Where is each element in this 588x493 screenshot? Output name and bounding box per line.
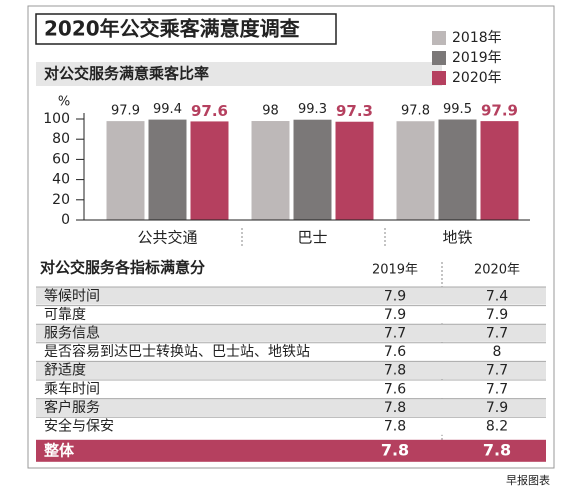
cell: 7.9 — [384, 288, 406, 304]
row-label: 服务信息 — [44, 325, 100, 342]
y-tick-label: 40 — [52, 172, 70, 188]
row-band — [36, 398, 546, 417]
cell: 8.2 — [486, 419, 508, 435]
x-tick-label: 地铁 — [442, 229, 472, 247]
cell: 7.8 — [384, 419, 406, 435]
cell: 7.9 — [486, 307, 508, 323]
total-cell: 7.8 — [381, 440, 409, 459]
cell: 7.7 — [486, 381, 508, 397]
row-label: 乘车时间 — [44, 380, 100, 397]
footer: 早报图表 — [506, 473, 550, 487]
value-label: 98 — [262, 104, 279, 119]
row-label: 等候时间 — [44, 287, 100, 304]
cell: 7.6 — [384, 344, 406, 360]
cell: 7.8 — [384, 400, 406, 416]
chart-title: 对公交服务满意乘客比率 — [44, 65, 209, 83]
value-label: 97.3 — [336, 102, 373, 120]
bar — [251, 121, 290, 220]
row-band — [36, 342, 546, 361]
legend-swatch — [432, 71, 446, 85]
row-band — [36, 324, 546, 342]
row-label: 是否容易到达巴士转换站、巴士站、地铁站 — [44, 343, 310, 360]
x-tick-label: 巴士 — [297, 229, 327, 247]
cell: 7.4 — [486, 288, 508, 304]
cell: 7.7 — [486, 363, 508, 379]
y-axis-label: % — [58, 95, 70, 110]
row-label: 舒适度 — [44, 363, 86, 379]
column-header: 2019年 — [372, 263, 418, 278]
table-title: 对公交服务各指标满意分 — [40, 259, 205, 277]
cell: 7.9 — [384, 307, 406, 323]
value-label: 97.8 — [401, 104, 430, 119]
cell: 7.8 — [384, 363, 406, 379]
column-header: 2020年 — [474, 263, 520, 278]
row-band — [36, 380, 546, 398]
row-band — [36, 417, 546, 435]
cell: 7.7 — [384, 326, 406, 342]
bar — [190, 121, 229, 220]
row-band — [36, 287, 546, 305]
legend-label: 2019年 — [452, 50, 502, 66]
cell: 7.9 — [486, 400, 508, 416]
frame — [27, 5, 555, 469]
subtitle-band — [36, 62, 442, 86]
value-label: 99.3 — [298, 102, 327, 117]
bar — [148, 119, 187, 220]
cell: 7.6 — [384, 381, 406, 397]
row-label: 安全与保安 — [44, 418, 114, 435]
value-label: 97.9 — [481, 102, 518, 120]
cell: 8 — [493, 344, 502, 360]
bar — [480, 121, 519, 220]
bar — [335, 121, 374, 220]
page-title: 2020年公交乘客满意度调查 — [44, 17, 300, 41]
row-band — [36, 361, 546, 379]
row-label: 客户服务 — [44, 399, 100, 416]
y-tick-label: 80 — [52, 131, 70, 147]
value-label: 99.5 — [443, 102, 472, 117]
y-tick-label: 100 — [43, 111, 70, 127]
legend-swatch — [432, 31, 446, 45]
bar — [396, 121, 435, 220]
x-tick-label: 公共交通 — [137, 229, 197, 247]
legend-label: 2020年 — [452, 70, 502, 86]
value-label: 97.9 — [111, 104, 140, 119]
row-label: 可靠度 — [44, 307, 86, 323]
total-label: 整体 — [44, 441, 75, 459]
row-band — [36, 305, 546, 324]
cell: 7.7 — [486, 326, 508, 342]
total-band — [36, 439, 546, 462]
value-label: 97.6 — [191, 102, 228, 120]
legend-swatch — [432, 51, 446, 65]
total-cell: 7.8 — [483, 440, 511, 459]
bar — [293, 119, 332, 220]
bar — [438, 119, 477, 220]
title-box — [35, 13, 337, 45]
bar — [106, 121, 145, 220]
legend-label: 2018年 — [452, 30, 502, 46]
y-tick-label: 20 — [52, 192, 70, 208]
y-tick-label: 0 — [61, 212, 70, 228]
value-label: 99.4 — [153, 102, 182, 117]
y-tick-label: 60 — [52, 151, 70, 167]
